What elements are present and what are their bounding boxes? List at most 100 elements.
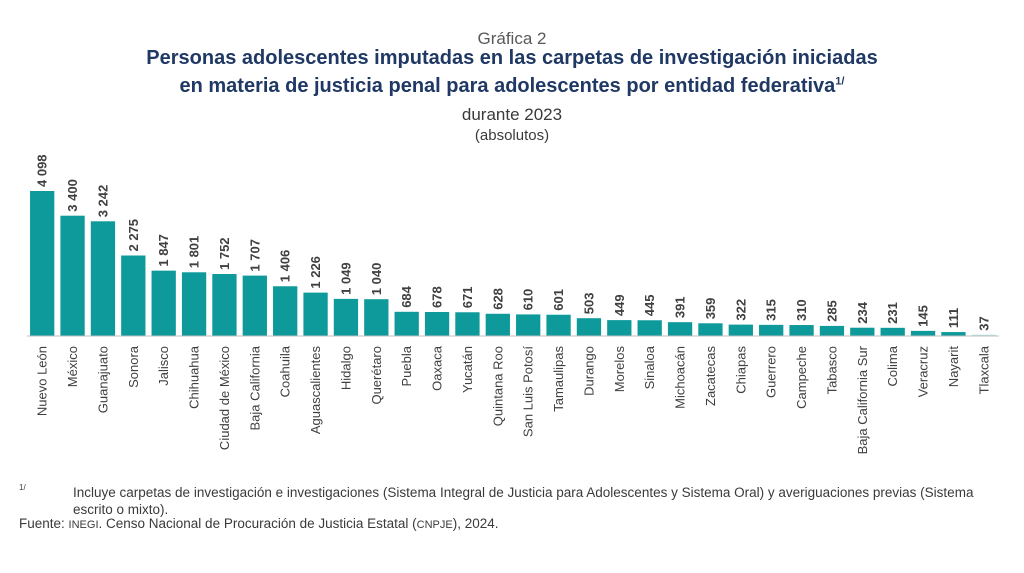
category-label: Morelos xyxy=(612,346,627,393)
bar xyxy=(576,318,602,336)
value-label: 315 xyxy=(764,299,779,321)
category-label: Jalisco xyxy=(156,346,171,386)
category-label: Coahuila xyxy=(278,345,293,397)
category-label: Campeche xyxy=(794,346,809,409)
value-label: 610 xyxy=(521,289,536,311)
value-label: 601 xyxy=(551,289,566,311)
category-label: Querétaro xyxy=(369,346,384,405)
bar xyxy=(941,332,966,336)
chart-kicker: Gráfica 2 xyxy=(477,29,547,48)
bar xyxy=(151,270,176,336)
value-label: 285 xyxy=(824,300,839,322)
category-labels-group: Nuevo León México Guanajuato Sonora Jalisco C… xyxy=(35,345,992,454)
value-label: 2 275 xyxy=(126,219,141,252)
category-label: México xyxy=(65,346,80,387)
bar xyxy=(819,325,845,336)
value-label: 503 xyxy=(581,292,596,314)
bar xyxy=(850,327,875,336)
value-label: 1 040 xyxy=(369,263,384,296)
category-label: Tlaxcala xyxy=(976,345,991,394)
category-label: Durango xyxy=(581,346,596,396)
value-label: 1 226 xyxy=(308,256,323,289)
value-label: 1 707 xyxy=(247,239,262,272)
value-label: 322 xyxy=(733,299,748,321)
value-label: 678 xyxy=(430,286,445,308)
category-label: Ciudad de México xyxy=(217,346,232,450)
value-label: 671 xyxy=(460,287,475,309)
category-label: Veracruz xyxy=(916,346,931,397)
bar xyxy=(121,255,146,336)
bar xyxy=(30,191,55,336)
category-label: Quintana Roo xyxy=(490,346,505,426)
value-label: 1 049 xyxy=(338,262,353,295)
value-label: 310 xyxy=(794,299,809,321)
bar xyxy=(424,312,450,336)
category-label: Aguascalientes xyxy=(308,346,323,435)
value-label: 3 400 xyxy=(65,179,80,212)
chart-subtitle: durante 2023 xyxy=(461,105,563,124)
bar xyxy=(181,272,207,336)
bars-group xyxy=(30,191,996,336)
chart-units: (absolutos) xyxy=(474,127,550,144)
bar xyxy=(637,320,662,336)
category-label: Chihuahua xyxy=(187,345,202,409)
footnote-mark: 1/ xyxy=(19,483,26,492)
value-label: 231 xyxy=(885,302,900,324)
bar xyxy=(607,320,632,336)
bar xyxy=(60,215,85,336)
source-label: Fuente: xyxy=(19,516,65,531)
category-label: Colima xyxy=(885,345,900,386)
bar xyxy=(667,322,693,336)
bar xyxy=(212,274,237,336)
category-label: Nayarit xyxy=(946,346,961,388)
value-label: 391 xyxy=(673,296,688,318)
value-label: 234 xyxy=(855,301,870,323)
value-label: 684 xyxy=(399,285,414,307)
bar xyxy=(910,330,936,336)
category-label: Michoacán xyxy=(673,346,688,409)
value-label: 145 xyxy=(916,305,931,327)
chart-title-line2: en materia de justicia penal para adoles… xyxy=(0,75,1024,98)
chart-title-line1: Personas adolescentes imputadas en las c… xyxy=(146,47,878,69)
category-label: Guanajuato xyxy=(95,346,110,413)
value-label: 1 406 xyxy=(278,250,293,283)
value-label: 445 xyxy=(642,295,657,317)
source-text-a: . Censo Nacional de Procuración de Justi… xyxy=(98,516,417,531)
bar xyxy=(516,314,541,336)
bar xyxy=(698,323,723,336)
value-label: 1 752 xyxy=(217,237,232,270)
chart-title-line2-text: en materia de justicia penal para adoles… xyxy=(179,75,836,97)
bar xyxy=(394,311,419,336)
bar xyxy=(90,221,116,336)
source-line: Fuente: INEGI. Censo Nacional de Procura… xyxy=(19,516,499,531)
value-label: 628 xyxy=(490,288,505,310)
category-label: Tamaulipas xyxy=(551,346,566,412)
bar xyxy=(455,312,480,336)
bar xyxy=(880,327,905,336)
value-label: 1 801 xyxy=(187,236,202,269)
category-label: San Luis Potosí xyxy=(521,346,536,437)
value-label: 359 xyxy=(703,298,718,320)
category-label: Hidalgo xyxy=(338,346,353,390)
bar xyxy=(242,275,267,336)
source-org: INEGI xyxy=(68,519,99,531)
value-label: 3 242 xyxy=(95,185,110,218)
value-label: 37 xyxy=(976,316,991,330)
category-label: Zacatecas xyxy=(703,346,718,406)
value-labels-group: 4 098 3 400 3 242 2 275 1 847 1 801 1 752 1 707… xyxy=(35,154,992,330)
bar xyxy=(728,324,753,336)
category-label: Sonora xyxy=(126,345,141,388)
bar xyxy=(485,313,510,336)
bar xyxy=(759,324,784,336)
title-footnote-mark: 1/ xyxy=(835,75,845,88)
category-label: Puebla xyxy=(399,345,414,386)
category-label: Guerrero xyxy=(764,346,779,398)
category-label: Nuevo León xyxy=(35,346,50,416)
bar xyxy=(333,298,359,336)
value-label: 111 xyxy=(946,308,961,328)
value-label: 1 847 xyxy=(156,234,171,267)
value-label: 449 xyxy=(612,294,627,316)
category-label: Chiapas xyxy=(733,346,748,394)
bar xyxy=(789,325,814,336)
value-label: 4 098 xyxy=(35,154,50,187)
